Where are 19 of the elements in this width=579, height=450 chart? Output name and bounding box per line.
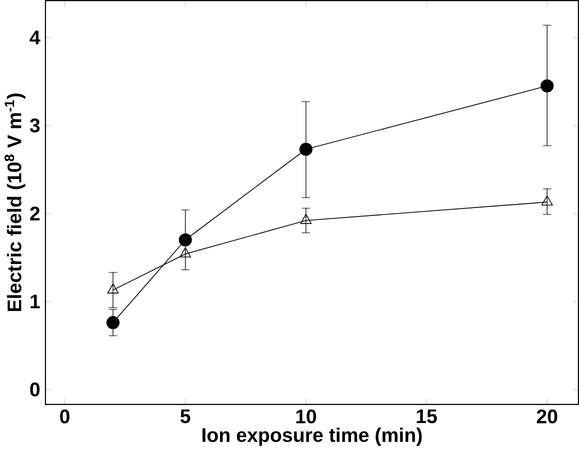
y-tick-label: 3 — [30, 118, 40, 132]
point — [299, 142, 312, 156]
y-tick-label: 1 — [30, 294, 40, 308]
y-tick-label: 2 — [30, 206, 40, 220]
x-tick-label: 5 — [180, 409, 190, 423]
y-axis-title: Electric field (10$^{8}$ V m$^{-1}$) — [4, 93, 26, 311]
point — [300, 214, 312, 224]
x-tick-label: 15 — [416, 409, 437, 423]
y-tick-label: 0 — [30, 382, 40, 396]
point — [180, 247, 192, 258]
x-tick-label: 20 — [536, 409, 558, 424]
y-tick-label: 4 — [30, 30, 40, 44]
x-tick-label: 0 — [60, 409, 70, 424]
point — [178, 233, 192, 246]
x-axis-title: Ion exposure time (min) — [202, 427, 422, 446]
point — [540, 79, 554, 92]
x-tick-label: 10 — [296, 409, 316, 424]
point — [541, 195, 553, 206]
point — [107, 283, 119, 294]
